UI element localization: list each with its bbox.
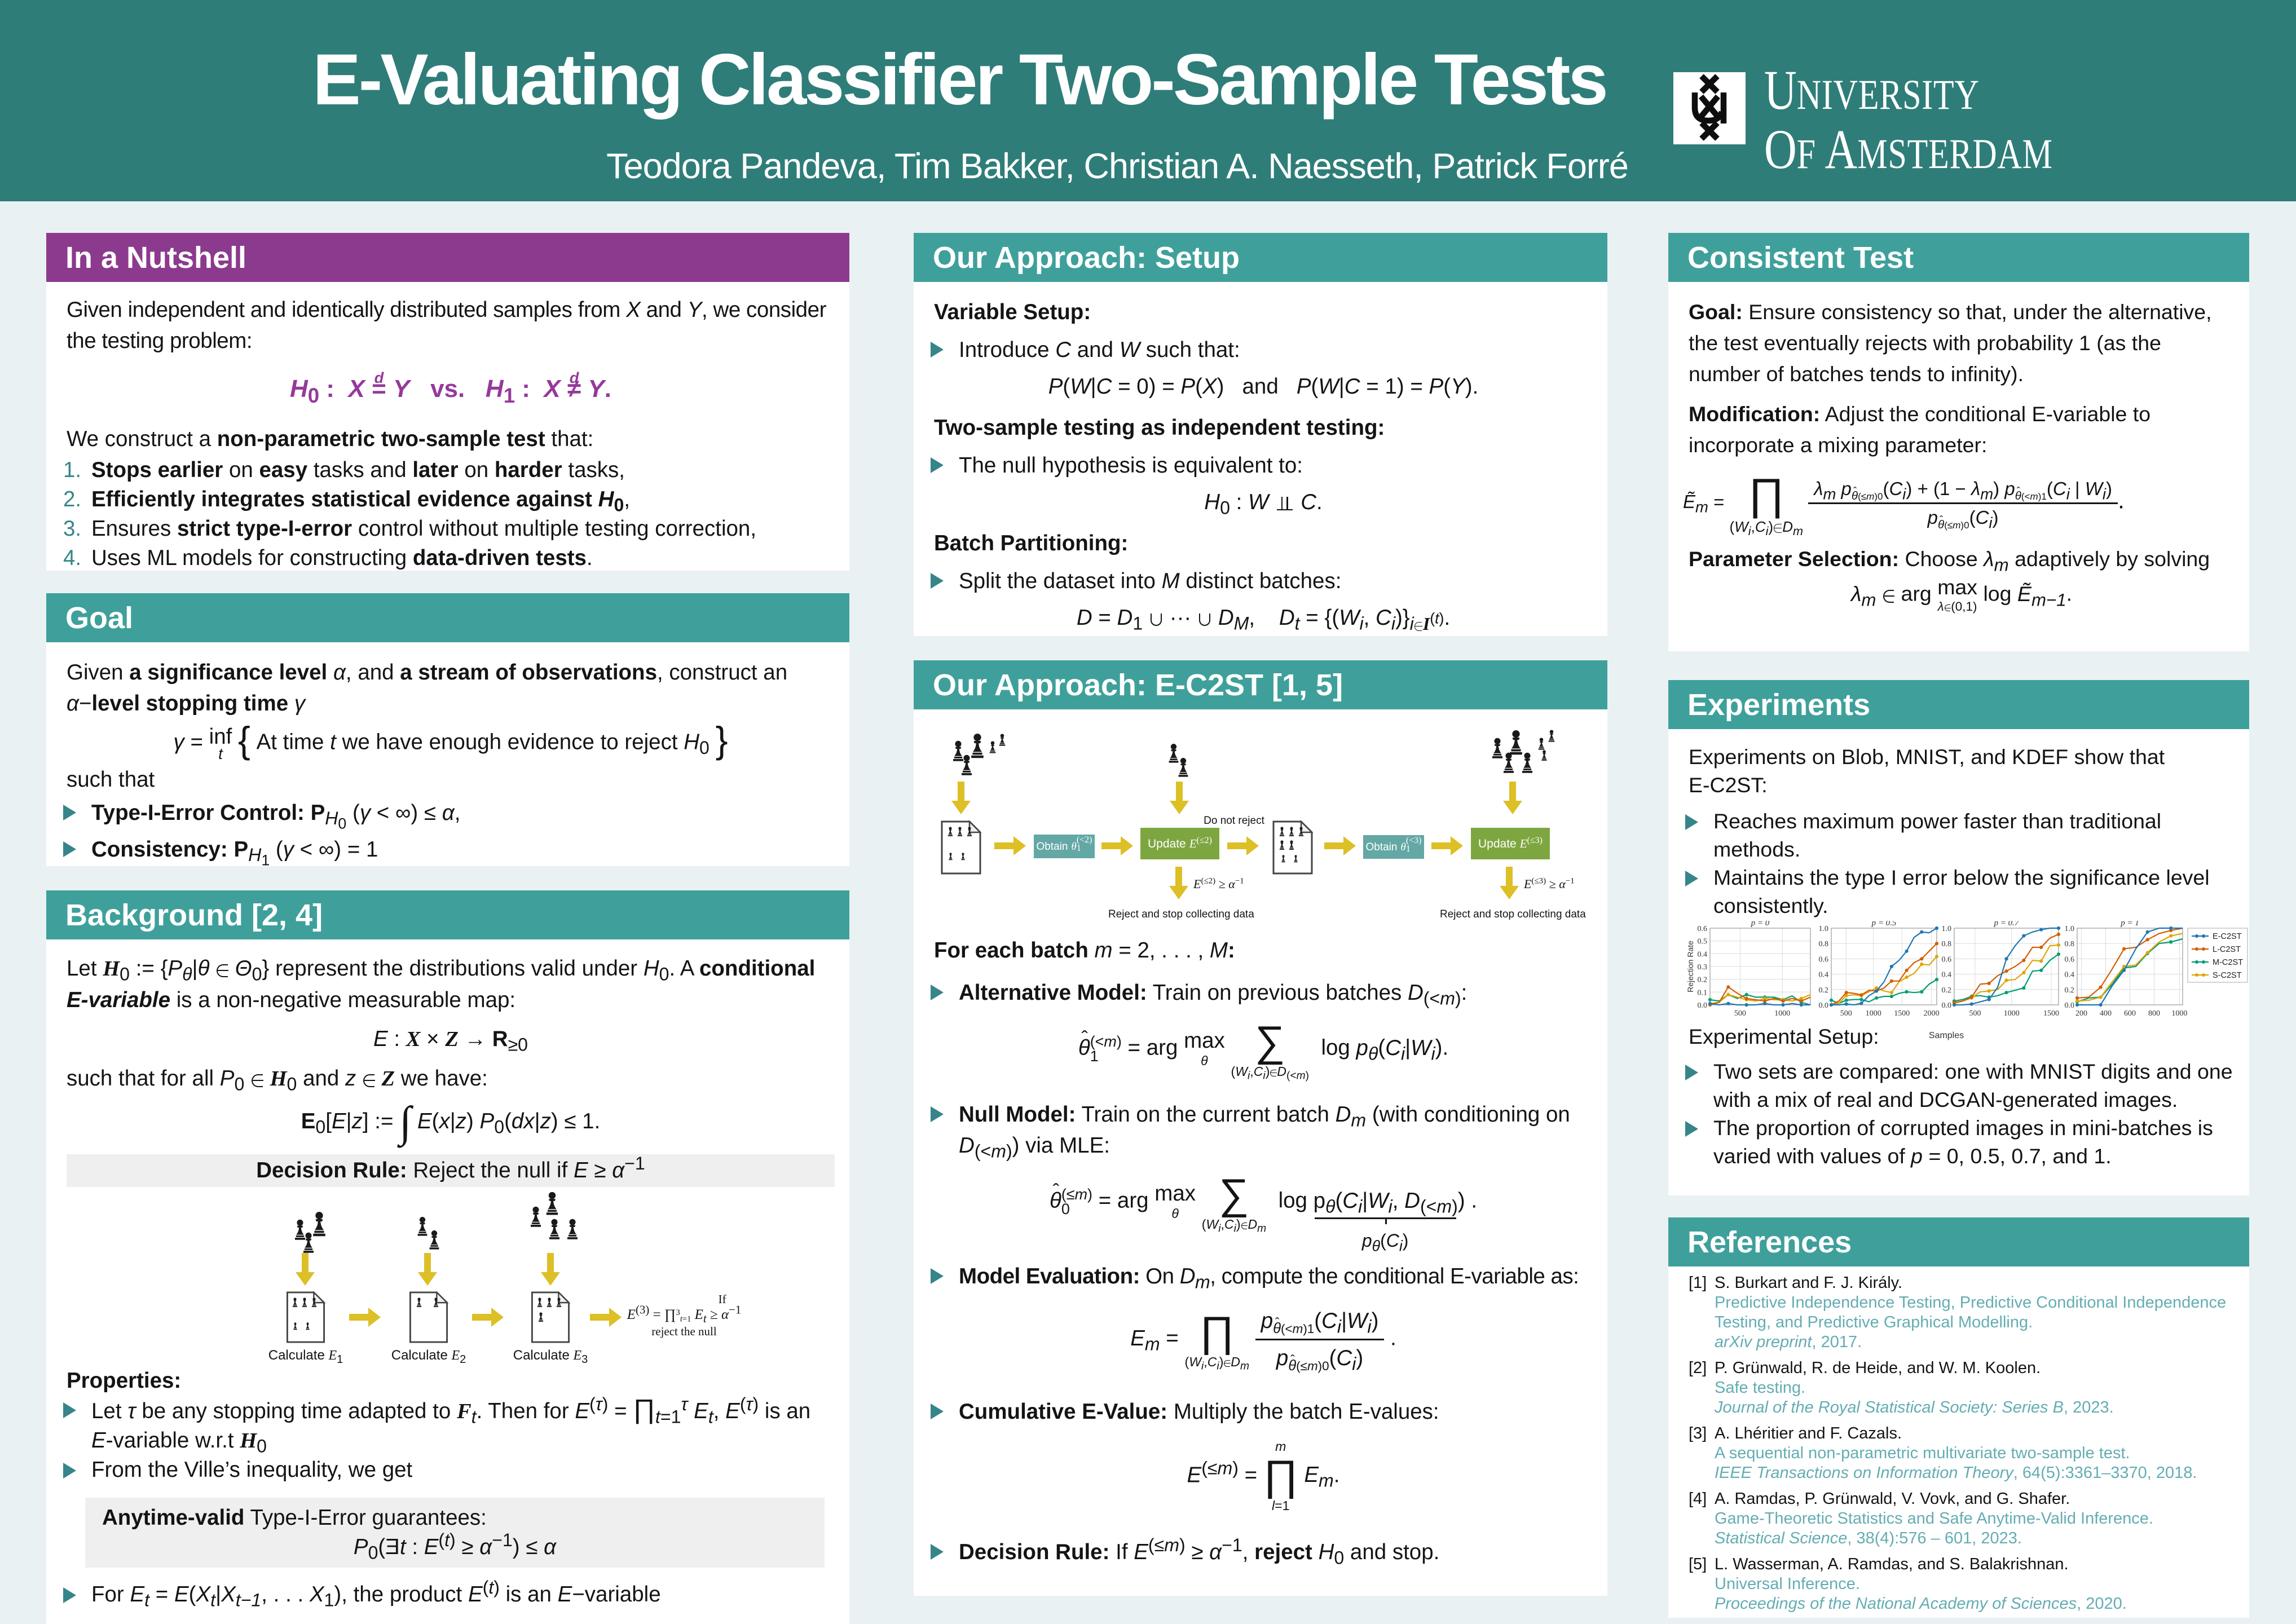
svg-text:0.0: 0.0 [2065,1001,2075,1010]
svg-text:p = 0.7: p = 0.7 [1994,921,2020,928]
svg-text:0.6: 0.6 [2065,955,2075,964]
svg-text:0.4: 0.4 [1942,971,1952,979]
svg-text:S-C2ST: S-C2ST [2213,971,2242,980]
svg-text:0.8: 0.8 [1819,940,1829,948]
svg-text:p = 1: p = 1 [2120,921,2139,928]
svg-text:0.6: 0.6 [1819,955,1829,964]
svg-text:p = 0: p = 0 [1751,921,1770,928]
svg-text:2000: 2000 [1924,1009,1940,1018]
svg-text:800: 800 [2148,1009,2160,1018]
svg-text:0.0: 0.0 [1698,1001,1708,1010]
svg-text:E-C2ST: E-C2ST [2213,932,2242,941]
svg-text:500: 500 [1840,1009,1852,1018]
svg-text:600: 600 [2124,1009,2136,1018]
svg-text:0.2: 0.2 [1942,986,1952,995]
svg-text:400: 400 [2100,1009,2112,1018]
svg-text:0.0: 0.0 [1942,1001,1952,1010]
svg-text:1000: 1000 [1774,1009,1790,1018]
svg-text:1000: 1000 [1866,1009,1881,1018]
svg-text:1.0: 1.0 [2065,925,2075,933]
svg-text:0.5: 0.5 [1698,938,1708,946]
svg-text:0.6: 0.6 [1698,925,1708,933]
svg-text:1.0: 1.0 [1819,925,1829,933]
svg-text:0.4: 0.4 [2065,971,2075,979]
svg-text:L-C2ST: L-C2ST [2213,945,2241,954]
svg-text:0.2: 0.2 [1819,986,1829,995]
svg-text:1000: 1000 [2004,1009,2020,1018]
svg-text:0.3: 0.3 [1698,963,1708,972]
svg-text:0.1: 0.1 [1698,988,1708,997]
svg-text:0.8: 0.8 [1942,940,1952,948]
svg-text:0.0: 0.0 [1819,1001,1829,1010]
svg-text:p = 0.5: p = 0.5 [1871,921,1897,928]
svg-text:1500: 1500 [2043,1009,2059,1018]
svg-text:0.2: 0.2 [2065,986,2075,995]
svg-text:Rejection Rate: Rejection Rate [1686,941,1695,992]
svg-text:M-C2ST: M-C2ST [2213,958,2243,967]
svg-text:0.4: 0.4 [1819,971,1829,979]
svg-text:0.4: 0.4 [1698,950,1708,959]
svg-text:0.6: 0.6 [1942,955,1952,964]
svg-text:0.8: 0.8 [2065,940,2075,948]
svg-text:1500: 1500 [1894,1009,1910,1018]
svg-text:1000: 1000 [2171,1009,2187,1018]
svg-text:Samples: Samples [1929,1031,1964,1040]
svg-text:0.2: 0.2 [1698,976,1708,985]
svg-text:200: 200 [2075,1009,2087,1018]
svg-text:1.0: 1.0 [1942,925,1952,933]
svg-text:500: 500 [1734,1009,1746,1018]
svg-text:500: 500 [1969,1009,1981,1018]
